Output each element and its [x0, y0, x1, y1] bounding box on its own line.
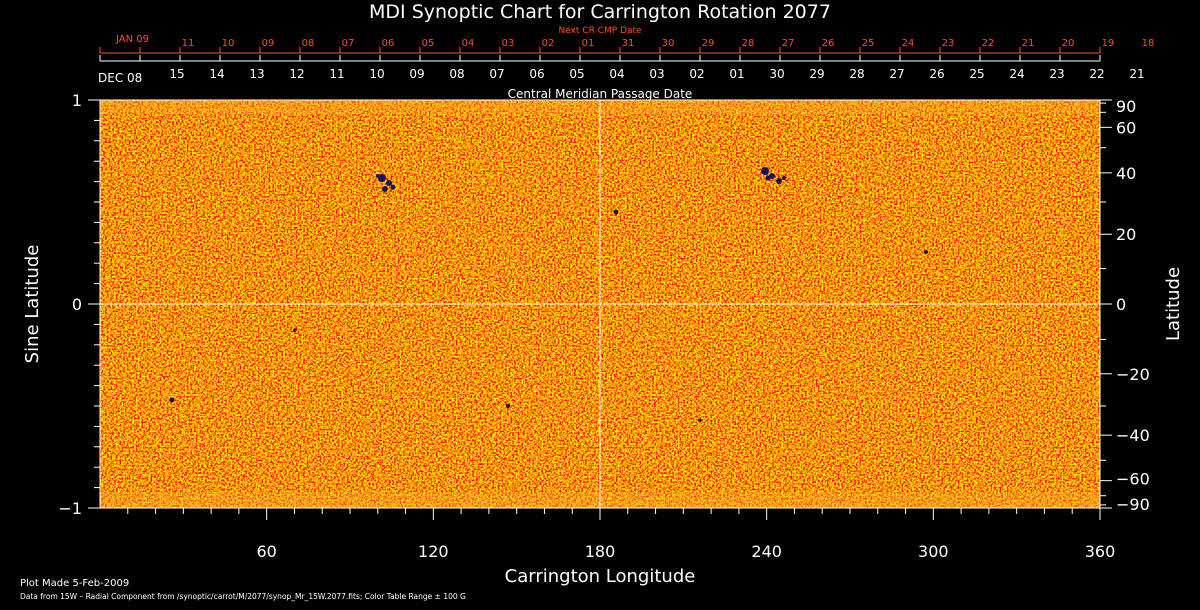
- y-axis-left: 1 0 −1: [58, 91, 100, 518]
- data-source-note: Data from 15W – Radial Component from /s…: [20, 592, 466, 601]
- cmp-start-label: DEC 08: [98, 71, 142, 85]
- cmp-date-label: 06: [529, 67, 544, 81]
- next-cr-date-label: 26: [822, 38, 835, 49]
- cmp-date-label: 12: [289, 67, 304, 81]
- cmp-date-label: 04: [609, 67, 624, 81]
- cmp-date-label: 27: [889, 67, 904, 81]
- y-right-tick-label: 60: [1116, 118, 1136, 137]
- cmp-date-label: 22: [1089, 67, 1104, 81]
- x-tick-label: 360: [1085, 542, 1116, 561]
- cmp-date-label: 25: [969, 67, 984, 81]
- x-tick-label: 60: [256, 542, 276, 561]
- cmp-date-label: 13: [249, 67, 264, 81]
- y-left-tick-label: 0: [72, 295, 82, 314]
- cmp-date-label: 23: [1049, 67, 1064, 81]
- cmp-date-label: 29: [809, 67, 824, 81]
- small-spots: [169, 209, 928, 422]
- y-right-tick-label: 90: [1116, 97, 1136, 116]
- cmp-date-axis: 15 14 13 12 11 10 09 08 07 06 05 04 03 02 01 30 29 28 27 26…: [99, 55, 1145, 81]
- active-region-1: [376, 174, 396, 192]
- cmp-date-label: 05: [569, 67, 584, 81]
- cmp-date-label: 03: [649, 67, 664, 81]
- next-cr-date-label: 09: [262, 38, 275, 49]
- y-left-tick-label: −1: [58, 499, 82, 518]
- cmp-date-label: 26: [929, 67, 944, 81]
- next-cr-date-label: 07: [342, 38, 355, 49]
- next-cr-date-label: 18: [1142, 38, 1155, 49]
- cmp-date-label: 09: [409, 67, 424, 81]
- y-right-tick-label: −40: [1116, 426, 1150, 445]
- next-cr-date-label: 03: [502, 38, 515, 49]
- next-cr-date-label: 05: [422, 38, 435, 49]
- y-right-tick-label: −60: [1116, 470, 1150, 489]
- next-cr-date-label: 31: [622, 38, 635, 49]
- active-region-2: [761, 167, 786, 184]
- y-right-tick-label: 0: [1116, 295, 1126, 314]
- cmp-date-label: 28: [849, 67, 864, 81]
- next-cr-date-label: 04: [462, 38, 475, 49]
- next-cr-date-label: 27: [782, 38, 795, 49]
- next-cr-date-label: 25: [862, 38, 875, 49]
- next-cr-axis-label: Next CR CMP Date: [558, 26, 642, 36]
- x-tick-label: 300: [918, 542, 949, 561]
- next-cr-date-label: 11: [182, 38, 195, 49]
- cmp-date-label: 08: [449, 67, 464, 81]
- cmp-date-label: 21: [1129, 67, 1144, 81]
- next-cr-date-label: 30: [662, 38, 675, 49]
- cmp-date-label: 10: [369, 67, 384, 81]
- next-cr-date-label: 19: [1102, 38, 1115, 49]
- y-right-tick-label: 20: [1116, 225, 1136, 244]
- next-cr-date-label: 23: [942, 38, 955, 49]
- next-cr-date-label: 29: [702, 38, 715, 49]
- y-left-tick-label: 1: [72, 91, 82, 110]
- x-tick-label: 240: [751, 542, 782, 561]
- next-cr-date-label: 22: [982, 38, 995, 49]
- y-axis-left-label: Sine Latitude: [22, 245, 43, 364]
- cmp-date-label: 24: [1009, 67, 1024, 81]
- next-cr-axis: 11 10 09 08 07 06 05 04 03 02 01 31 30 29 28 27 26 25 24 23…: [99, 38, 1155, 54]
- next-cr-date-label: 24: [902, 38, 915, 49]
- next-cr-date-label: 01: [582, 38, 595, 49]
- y-right-tick-label: −20: [1116, 365, 1150, 384]
- next-cr-date-label: 02: [542, 38, 555, 49]
- next-cr-date-label: 10: [222, 38, 235, 49]
- cmp-date-label: 01: [729, 67, 744, 81]
- x-tick-label: 180: [585, 542, 616, 561]
- cmp-date-label: 14: [209, 67, 224, 81]
- cmp-date-label: 11: [329, 67, 344, 81]
- cmp-date-label: 07: [489, 67, 504, 81]
- y-right-tick-label: 40: [1116, 164, 1136, 183]
- x-axis-label: Carrington Longitude: [505, 566, 696, 587]
- next-cr-date-label: 28: [742, 38, 755, 49]
- y-axis-right: 90 60 40 20 0 −20 −40 −60 −90: [1100, 97, 1150, 514]
- chart-title: MDI Synoptic Chart for Carrington Rotati…: [369, 1, 831, 23]
- next-cr-date-label: 21: [1022, 38, 1035, 49]
- cmp-date-label: 15: [169, 67, 184, 81]
- next-cr-date-label: 20: [1062, 38, 1075, 49]
- next-cr-date-label: 06: [382, 38, 395, 49]
- next-cr-date-label: 08: [302, 38, 315, 49]
- y-right-tick-label: −90: [1116, 495, 1150, 514]
- cmp-date-label: 02: [689, 67, 704, 81]
- next-cr-start-label: JAN 09: [115, 34, 149, 45]
- cmp-axis-label: Central Meridian Passage Date: [508, 87, 693, 101]
- y-axis-right-label: Latitude: [1163, 267, 1184, 341]
- x-axis: 60 120 180 240 300 360: [127, 508, 1116, 561]
- x-tick-label: 120: [418, 542, 449, 561]
- cmp-date-label: 30: [769, 67, 784, 81]
- plot-made-note: Plot Made 5-Feb-2009: [20, 578, 130, 589]
